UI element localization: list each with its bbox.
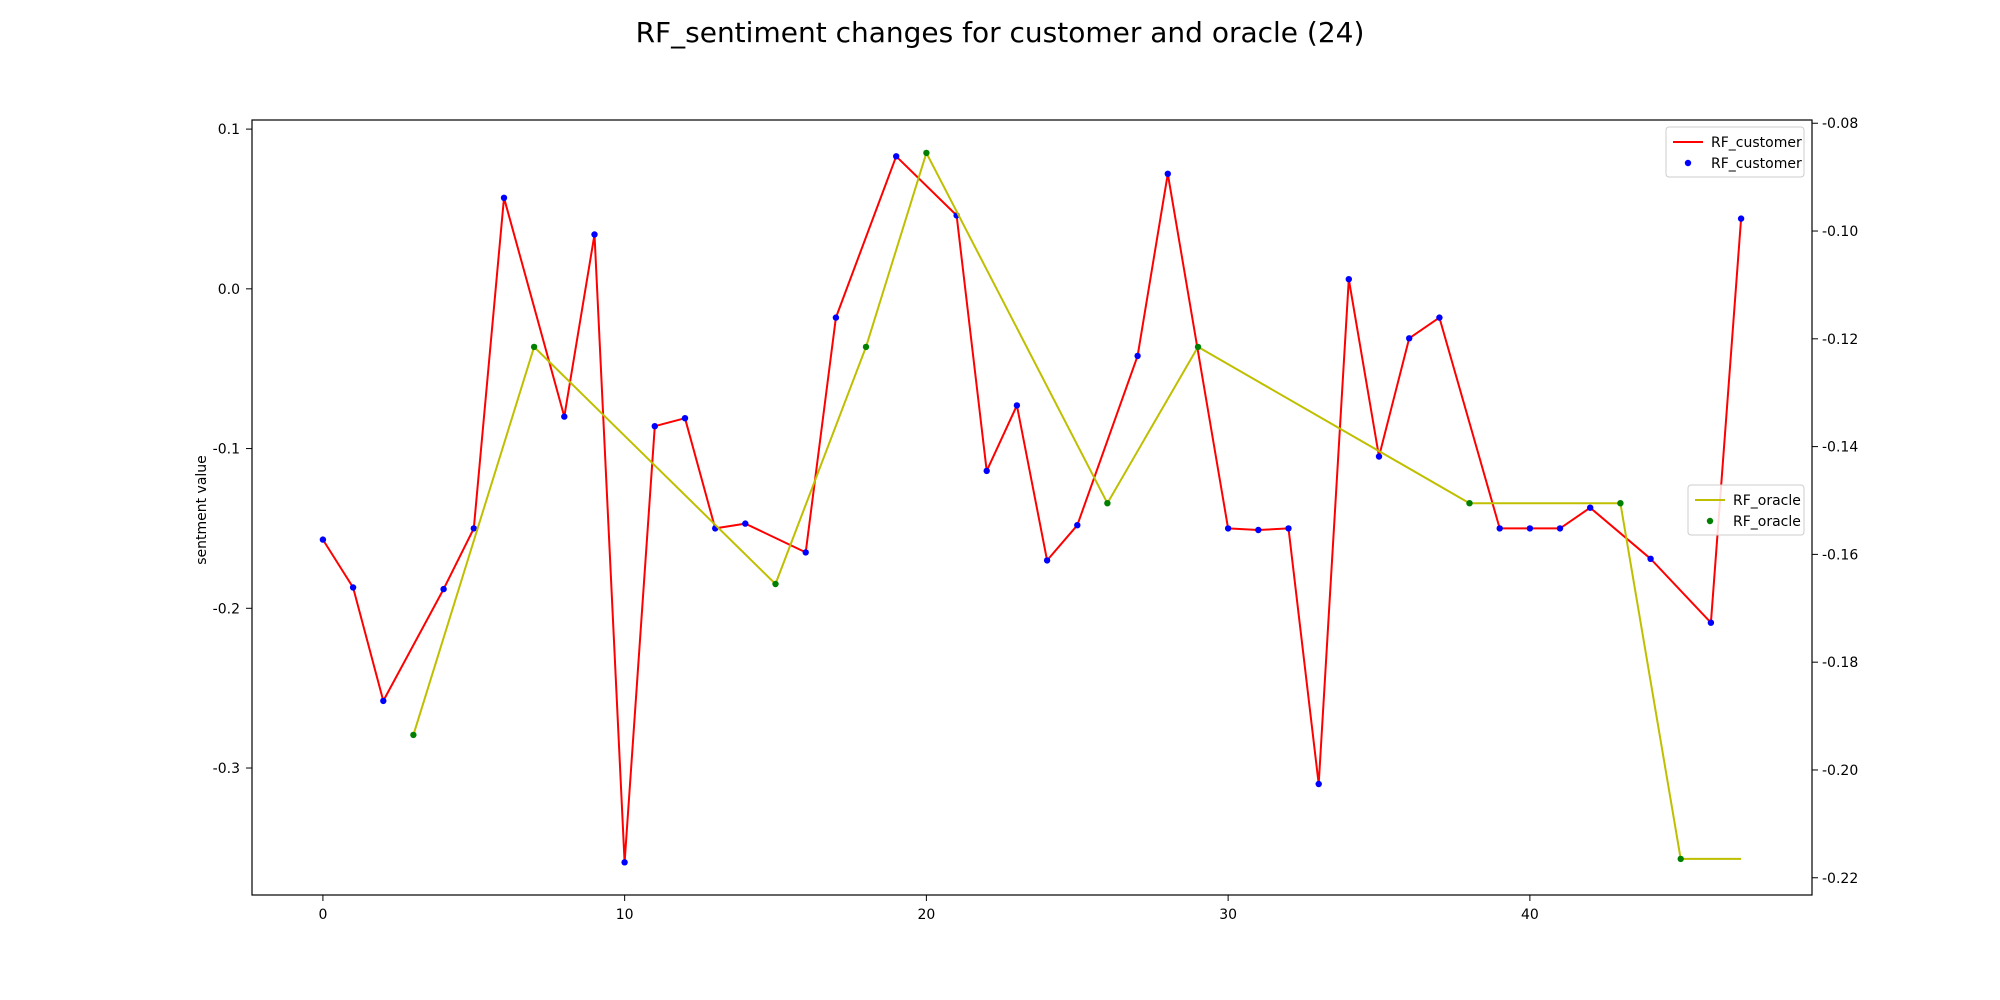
rf-customer-point [1436,314,1443,321]
rf-customer-point [802,549,809,556]
rf-customer-point [591,231,598,238]
rf-customer-point [1255,526,1262,534]
x-tick-label: 0 [318,907,327,923]
y2-tick-label: -0.18 [1822,655,1858,671]
plot-frame [251,119,1813,896]
rf-customer-point [742,520,749,527]
chart-title: RF_sentiment changes for customer and or… [636,16,1365,49]
rf-customer-legend-label: RF_customer [1711,156,1802,172]
plot-area [319,149,1745,866]
rf-customer-point [319,536,327,543]
y2-tick-label: -0.14 [1822,440,1858,456]
y-tick-label: 0.0 [218,282,240,298]
rf-customer-point [1707,619,1715,626]
rf-customer-point [1737,215,1745,222]
rf-oracle-point [1466,500,1473,507]
rf-customer-point [681,415,689,422]
rf-oracle-legend-box [1687,484,1805,536]
rf-customer-point [1375,453,1383,460]
rf-customer-point [651,423,658,430]
rf-oracle-point [530,343,538,351]
rf-oracle-legend-label: RF_oracle [1733,493,1801,509]
legends: RF_customer RF_customer RF_oracle RF_oracle [1665,126,1805,536]
rf-customer-point [1526,525,1534,532]
y-tick-label: -0.1 [213,442,240,458]
axes: 0 10 20 30 40 0.1 0.0 -0.1 -0.2 -0.3 -0.08 -0.10 -0.… [213,116,1859,923]
rf-oracle-point [772,580,779,588]
y-tick-label: 0.1 [218,122,240,138]
rf-customer-point [470,525,477,532]
rf-oracle-point [1104,500,1111,507]
rf-oracle-series-line [412,151,1742,860]
rf-customer-legend-box [1665,126,1805,178]
rf-oracle-point [1617,500,1624,507]
y2-tick-label: -0.22 [1822,871,1858,887]
rf-oracle-point [1194,343,1202,351]
rf-customer-point [500,194,508,201]
y-tick-label: -0.3 [213,761,240,777]
rf-customer-point [1587,504,1594,511]
x-tick-label: 40 [1521,907,1539,923]
rf-customer-point [1043,557,1051,564]
x-tick-label: 20 [917,907,935,923]
y-axis-label: sentment value [194,455,210,565]
rf-customer-legend-marker-swatch [1684,159,1692,167]
x-tick-label: 10 [616,907,634,923]
rf-customer-series-line [322,155,1743,864]
rf-oracle-legend-label: RF_oracle [1733,514,1801,530]
rf-customer-point [832,314,840,321]
y-tick-label: -0.2 [213,601,240,617]
y2-tick-label: -0.08 [1822,116,1858,132]
rf-customer-point [1074,522,1081,529]
rf-oracle-point [410,731,417,739]
rf-customer-point [1285,525,1292,532]
rf-customer-point [1496,525,1503,532]
rf-customer-point [1315,780,1322,788]
rf-oracle-point [862,343,870,351]
rf-customer-point [1224,525,1232,532]
rf-customer-point [1013,402,1021,409]
rf-customer-point [349,584,357,591]
rf-oracle-legend-marker-swatch [1706,517,1714,525]
rf-customer-point [893,153,900,160]
rf-customer-point [1164,170,1172,177]
rf-customer-point [983,467,990,475]
rf-oracle-point [1677,855,1684,863]
rf-oracle-point [923,149,930,157]
rf-customer-point [561,413,568,420]
rf-customer-point [621,859,628,866]
rf-customer-point [1345,276,1353,283]
y2-tick-label: -0.20 [1822,763,1858,779]
rf-customer-legend-label: RF_customer [1711,135,1802,151]
rf-customer-point [1556,525,1564,532]
rf-customer-point [1134,352,1141,360]
y2-tick-label: -0.12 [1822,332,1858,348]
rf-customer-point [380,697,387,705]
rf-customer-point [1406,335,1413,342]
rf-customer-point [1647,555,1654,562]
x-tick-label: 30 [1219,907,1237,923]
y2-tick-label: -0.10 [1822,224,1858,240]
rf-customer-point [440,585,447,593]
y2-tick-label: -0.16 [1822,547,1858,563]
